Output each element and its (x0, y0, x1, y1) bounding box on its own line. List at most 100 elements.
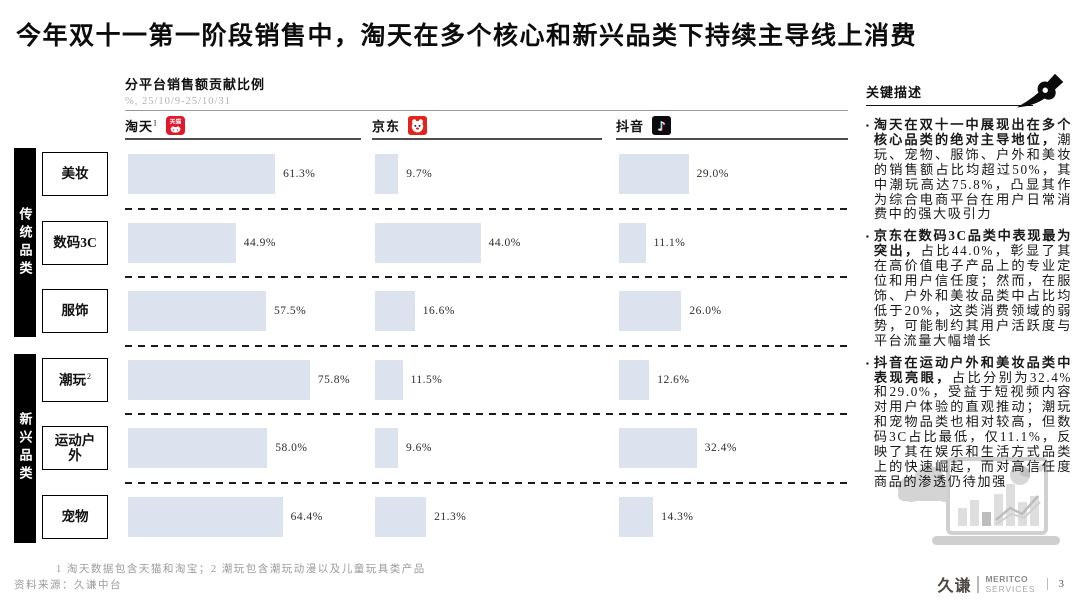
row-separator (125, 276, 848, 278)
bar-cell: 44.0% (375, 209, 521, 278)
bar (375, 359, 403, 400)
platform-label: 抖音 (616, 118, 645, 134)
tmall-icon: 天猫 (166, 115, 186, 135)
category-label: 宠物 (61, 508, 89, 524)
panel-header: 关键描述 (866, 73, 1072, 109)
row-separator (125, 344, 848, 347)
chart-row: 58.0% 9.6% 32.4% (125, 414, 848, 484)
key-note-text: 淘天在双十一中展现出在多个核心品类的绝对主导地位，潮玩、宠物、服饰、户外和美妆的… (873, 117, 1072, 222)
chart-row: 64.4% 21.3% 14.3% (125, 483, 848, 552)
logo-divider (977, 575, 980, 593)
bar-value-label: 64.4% (290, 510, 323, 523)
bar (619, 154, 689, 195)
category-box: 潮玩2 (42, 357, 108, 402)
bar-cell: 11.1% (619, 209, 685, 278)
chart-header-rule (125, 110, 848, 111)
row-separator (125, 207, 848, 210)
bar-value-label: 32.4% (704, 442, 738, 455)
bar-cell: 26.0% (619, 277, 722, 346)
key-note-item: ▪ 京东在数码3C品类中表现最为突出，占比44.0%，彰显了其在高价值电子产品上的… (866, 228, 1072, 348)
bar-value-label: 9.7% (406, 168, 433, 181)
bar-value-label: 11.1% (653, 236, 686, 249)
key-note-item: ▪ 淘天在双十一中展现出在多个核心品类的绝对主导地位，潮玩、宠物、服饰、户外和美妆… (866, 117, 1072, 222)
bar-chart: 61.3% 9.7% 29.0% 44.9% 44.0% 11.1% 57.5% 16.6% 2… (125, 140, 848, 551)
bar-cell: 21.3% (375, 483, 466, 552)
category-box: 宠物 (42, 494, 108, 539)
bar-value-label: 21.3% (434, 510, 467, 523)
category-box: 数码3C (42, 220, 108, 265)
bar-value-label: 29.0% (696, 168, 729, 181)
bar (128, 359, 310, 400)
bar-cell: 58.0% (128, 414, 307, 483)
panel-title: 关键描述 (866, 85, 923, 100)
svg-text:♪: ♪ (657, 119, 665, 134)
bar-value-label: 57.5% (274, 305, 307, 318)
category-group-label: 新兴品类 (17, 412, 33, 485)
category-box: 服饰 (42, 289, 108, 334)
bullet-marker: ▪ (866, 232, 869, 242)
key-notes-list: ▪ 淘天在双十一中展现出在多个核心品类的绝对主导地位，潮玩、宠物、服饰、户外和美妆… (866, 117, 1072, 490)
chart-row: 75.8% 11.5% 12.6% (125, 346, 848, 415)
footnote: 1 淘天数据包含天猫和淘宝；2 潮玩包含潮玩动漫以及儿童玩具类产品 (56, 564, 426, 575)
page-number-divider (1046, 578, 1048, 590)
svg-text:♪: ♪ (657, 119, 665, 134)
bar (128, 291, 266, 332)
laptop-chart-illustration (884, 450, 1072, 555)
bar-cell: 16.6% (375, 277, 455, 346)
bar (375, 154, 399, 195)
bar-cell: 44.9% (128, 209, 276, 278)
bar (375, 222, 481, 263)
bar-cell: 9.6% (375, 414, 432, 483)
bar-cell: 61.3% (128, 140, 315, 209)
bar-value-label: 44.0% (488, 236, 521, 249)
key-note-text: 京东在数码3C品类中表现最为突出，占比44.0%，彰显了其在高价值电子产品上的专… (873, 228, 1072, 348)
bullet-marker: ▪ (866, 121, 869, 130)
bar-value-label: 9.6% (406, 442, 432, 455)
category-rail: 传统品类 新兴品类 美妆 数码3C 服饰 潮玩2 运动户外 宠物 (0, 140, 122, 551)
bar-value-label: 58.0% (275, 442, 308, 455)
bar-cell: 57.5% (128, 277, 306, 346)
category-label: 运动户外 (54, 432, 96, 464)
bar-value-label: 75.8% (317, 373, 351, 386)
platform-label: 淘天1 (125, 118, 159, 134)
pen-nib-icon (1016, 72, 1064, 110)
platform-header-douyin: 抖音 ♪ ♪ ♪ (616, 112, 848, 140)
chart-row: 44.9% 44.0% 11.1% (125, 209, 848, 278)
key-note-item: ▪ 抖音在运动户外和美妆品类中表现亮眼，占比分别为32.4%和29.0%，受益于短… (866, 354, 1072, 490)
category-label: 服饰 (61, 303, 89, 319)
douyin-icon: ♪ ♪ ♪ (652, 115, 672, 135)
bar (128, 222, 236, 263)
bar (619, 359, 650, 400)
row-separator (125, 481, 848, 484)
key-notes-panel: 关键描述 ▪ 淘天在双十一中展现出在多个核心品类的绝对主导地位，潮玩、宠物、服饰、… (866, 73, 1072, 545)
bar-cell: 12.6% (619, 346, 689, 415)
bar (619, 291, 682, 332)
bar-cell: 11.5% (375, 346, 442, 415)
category-label: 数码3C (53, 234, 97, 250)
bar-value-label: 44.9% (243, 236, 277, 249)
bar-value-label: 16.6% (422, 305, 456, 318)
meritco-logo-cn: 久谦 (937, 578, 972, 595)
svg-text:♪: ♪ (658, 119, 666, 134)
bar (619, 428, 697, 469)
bar-cell: 64.4% (128, 483, 323, 552)
bar (619, 496, 654, 537)
bar (128, 496, 283, 537)
platform-label: 京东 (372, 118, 401, 134)
key-note-text: 抖音在运动户外和美妆品类中表现亮眼，占比分别为32.4%和29.0%，受益于短视… (873, 354, 1072, 489)
bar (128, 154, 276, 195)
page-number: 3 (1058, 578, 1065, 590)
category-group-bar: 新兴品类 (14, 353, 36, 543)
bar (375, 291, 415, 332)
source-note: 资料来源：久谦中台 (14, 580, 122, 591)
logo-text-meritco: MERITCO (985, 573, 1029, 584)
row-separator (125, 413, 848, 415)
chart-header: 分平台销售额贡献比例 %, 25/10/9-25/10/31 (125, 74, 265, 107)
panel-title-rule (866, 105, 1033, 106)
bar-value-label: 11.5% (410, 373, 443, 386)
chart-title: 分平台销售额贡献比例 (125, 77, 266, 92)
bullet-marker: ▪ (866, 358, 869, 368)
bar-cell: 32.4% (619, 414, 737, 483)
category-group-bar: 传统品类 (14, 148, 36, 338)
